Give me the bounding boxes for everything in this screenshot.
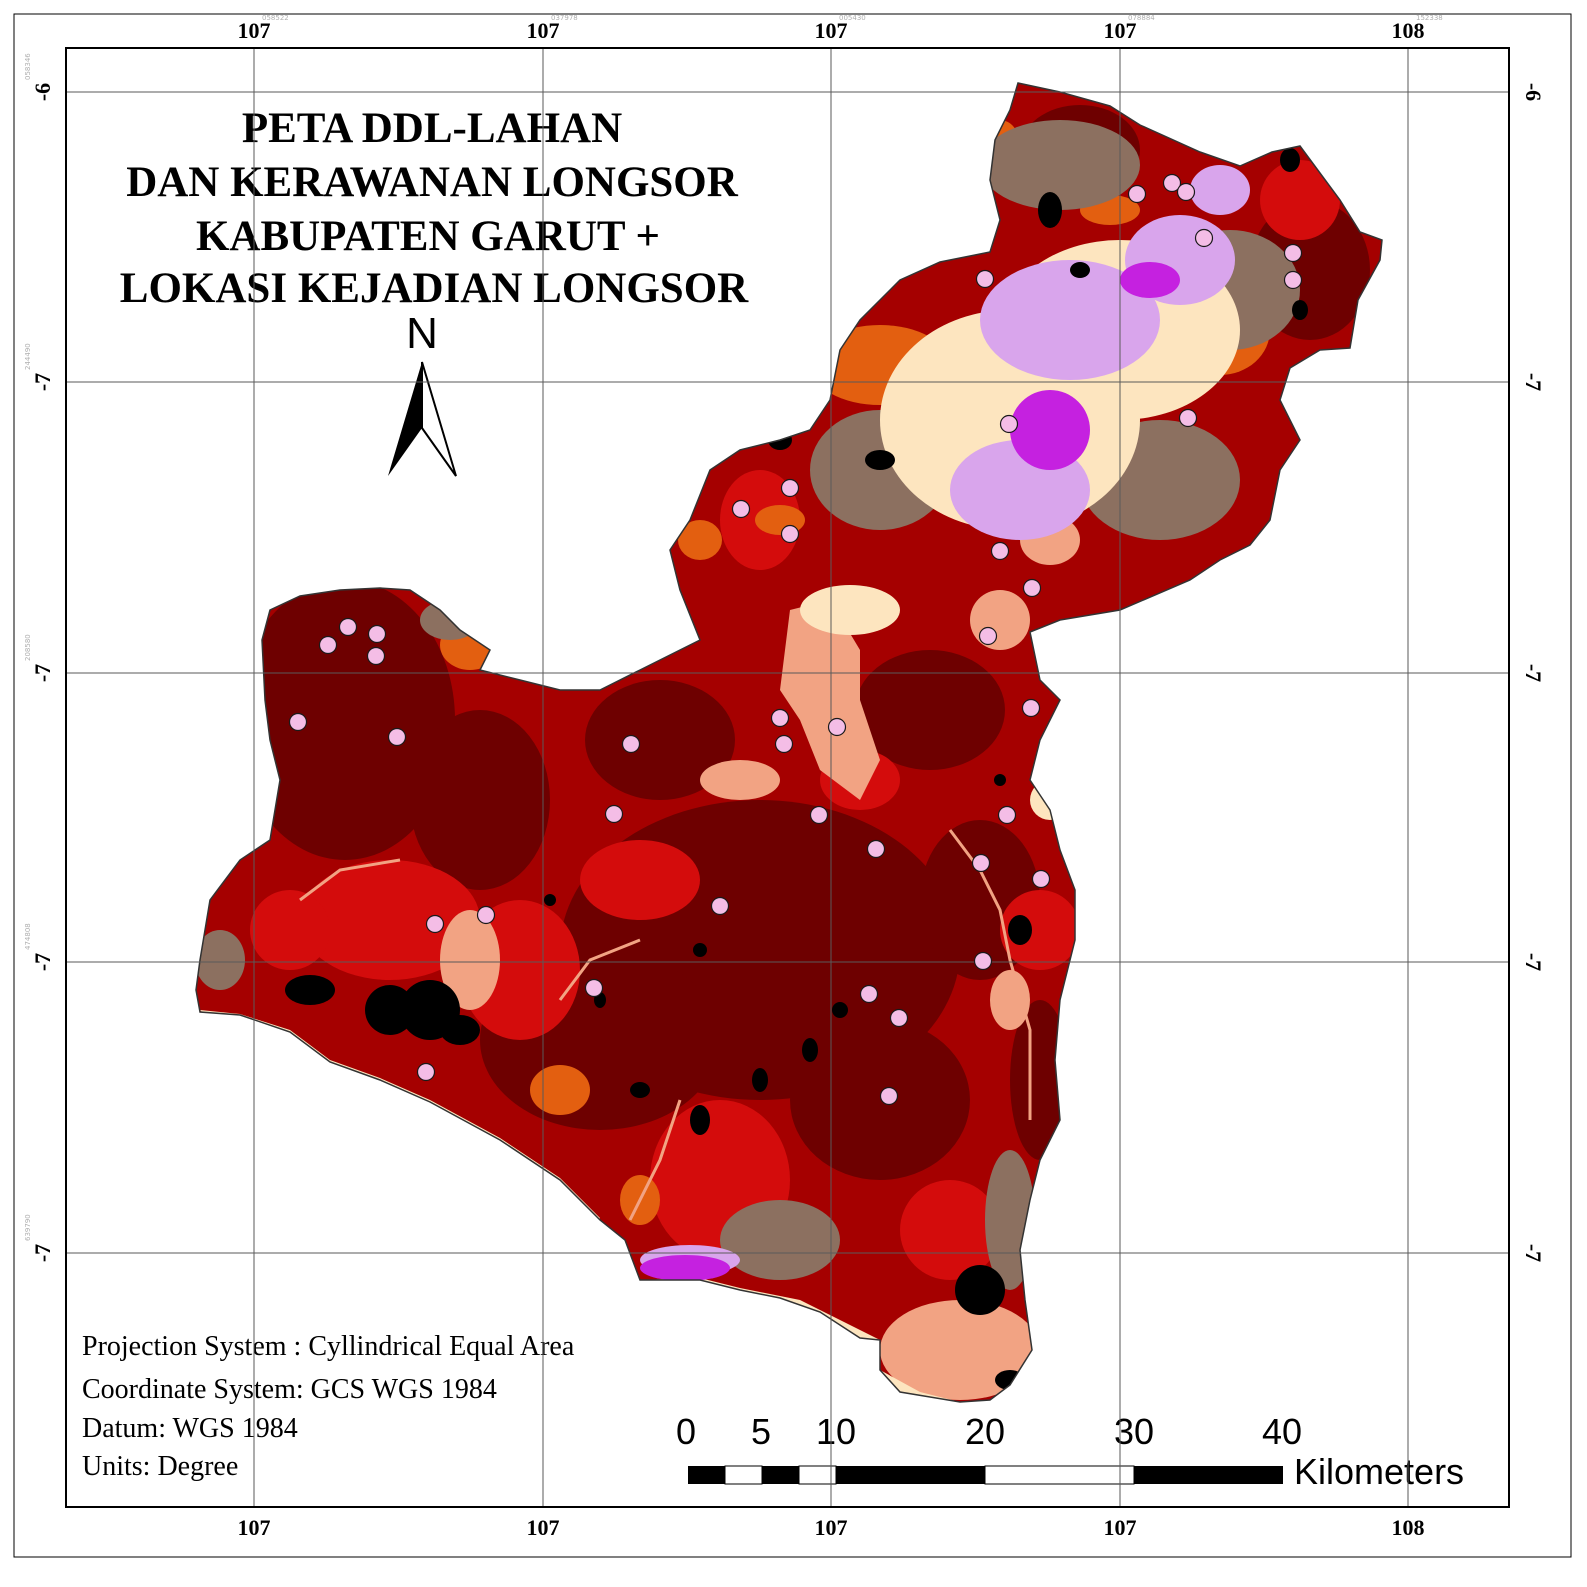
landslide-point-marker	[584, 978, 604, 998]
landslide-point-marker	[1194, 228, 1214, 248]
landslide-point-marker	[999, 414, 1019, 434]
landslide-point-marker	[367, 624, 387, 644]
landslide-point-marker	[318, 635, 338, 655]
datum-text: Datum: WGS 1984	[82, 1413, 298, 1444]
right-tick-label: -7	[1521, 373, 1546, 391]
bottom-tick-label: 107	[815, 1515, 848, 1540]
scale-unit: Kilometers	[1294, 1451, 1464, 1492]
landslide-point-marker	[774, 734, 794, 754]
north-arrow-icon: N	[388, 309, 457, 477]
landslide-point-marker	[621, 734, 641, 754]
title-line: DAN KERAWANAN LONGSOR	[126, 159, 739, 206]
landslide-point-marker	[1021, 698, 1041, 718]
minor-tick-label: 244490	[24, 343, 32, 370]
scale-label: 40	[1262, 1411, 1302, 1452]
left-tick-label: -7	[30, 1244, 55, 1262]
right-tick-label: -7	[1521, 1244, 1546, 1262]
minor-tick-label: 152338	[1416, 14, 1443, 22]
scale-label: 20	[965, 1411, 1005, 1452]
bottom-tick-label: 107	[527, 1515, 560, 1540]
title-line: KABUPATEN GARUT +	[196, 213, 660, 260]
landslide-point-marker	[425, 914, 445, 934]
top-tick-label: 107	[1104, 18, 1137, 43]
landslide-point-marker	[770, 708, 790, 728]
scale-label: 5	[751, 1411, 771, 1452]
minor-tick-label: 037978	[551, 14, 578, 22]
scale-bar: 0 5 10 20 30 40 Kilometers	[676, 1411, 1464, 1492]
landslide-point-marker	[971, 853, 991, 873]
landslide-point-marker	[1283, 243, 1303, 263]
minor-tick-label: 474808	[24, 923, 32, 950]
landslide-point-marker	[889, 1008, 909, 1028]
landslide-point-marker	[997, 805, 1017, 825]
landslide-point-marker	[827, 717, 847, 737]
landslide-point-marker	[1127, 184, 1147, 204]
landslide-point-marker	[990, 541, 1010, 561]
minor-tick-label: 078884	[1128, 14, 1155, 22]
minor-tick-label: 208580	[24, 634, 32, 661]
map-title: PETA DDL-LAHAN DAN KERAWANAN LONGSOR KAB…	[120, 105, 749, 312]
landslide-point-marker	[1176, 182, 1196, 202]
top-tick-label: 108	[1392, 18, 1425, 43]
landslide-points	[288, 173, 1303, 1106]
landslide-point-marker	[731, 499, 751, 519]
projection-text: Projection System : Cyllindrical Equal A…	[82, 1331, 575, 1362]
top-tick-label: 107	[815, 18, 848, 43]
north-letter: N	[406, 309, 438, 358]
landslide-point-marker	[975, 269, 995, 289]
landslide-point-marker	[809, 805, 829, 825]
landslide-point-marker	[416, 1062, 436, 1082]
landslide-point-marker	[973, 951, 993, 971]
minor-tick-label: 639790	[24, 1214, 32, 1241]
landslide-point-marker	[338, 617, 358, 637]
minor-tick-label: 005430	[839, 14, 866, 22]
right-tick-label: -6	[1521, 83, 1546, 101]
minor-tick-label: 058346	[24, 53, 32, 80]
landslide-point-marker	[604, 804, 624, 824]
landslide-point-marker	[710, 896, 730, 916]
landslide-point-marker	[879, 1086, 899, 1106]
left-tick-label: -7	[30, 373, 55, 391]
scale-label: 0	[676, 1411, 696, 1452]
map-info-block: Projection System : Cyllindrical Equal A…	[82, 1331, 575, 1482]
landslide-point-marker	[288, 712, 308, 732]
landslide-point-marker	[978, 626, 998, 646]
landslide-point-marker	[366, 646, 386, 666]
landslide-point-marker	[1031, 869, 1051, 889]
bottom-tick-label: 108	[1392, 1515, 1425, 1540]
landslide-point-marker	[780, 524, 800, 544]
landslide-point-marker	[780, 478, 800, 498]
landslide-point-marker	[387, 727, 407, 747]
graticule-grid: 107 107 107 107 108 107 107 107 107 108 …	[13, 13, 1572, 1558]
bottom-tick-label: 107	[1104, 1515, 1137, 1540]
right-tick-label: -7	[1521, 953, 1546, 971]
coordinate-system-text: Coordinate System: GCS WGS 1984	[82, 1374, 497, 1405]
landslide-point-marker	[859, 984, 879, 1004]
scale-label: 30	[1114, 1411, 1154, 1452]
landslide-point-marker	[476, 905, 496, 925]
units-text: Units: Degree	[82, 1451, 238, 1482]
scale-label: 10	[816, 1411, 856, 1452]
landslide-point-marker	[1162, 173, 1182, 193]
left-tick-label: -7	[30, 953, 55, 971]
top-tick-label: 107	[527, 18, 560, 43]
landslide-point-marker	[1022, 578, 1042, 598]
landslide-point-marker	[1178, 408, 1198, 428]
title-line: PETA DDL-LAHAN	[242, 105, 622, 152]
left-tick-label: -6	[30, 83, 55, 101]
top-tick-label: 107	[238, 18, 271, 43]
landslide-point-marker	[866, 839, 886, 859]
left-tick-label: -7	[30, 664, 55, 682]
title-line: LOKASI KEJADIAN LONGSOR	[120, 265, 749, 312]
land-cover-map	[195, 82, 1383, 1403]
right-tick-label: -7	[1521, 664, 1546, 682]
landslide-point-marker	[1283, 270, 1303, 290]
bottom-tick-label: 107	[238, 1515, 271, 1540]
minor-tick-label: 058522	[262, 14, 289, 22]
